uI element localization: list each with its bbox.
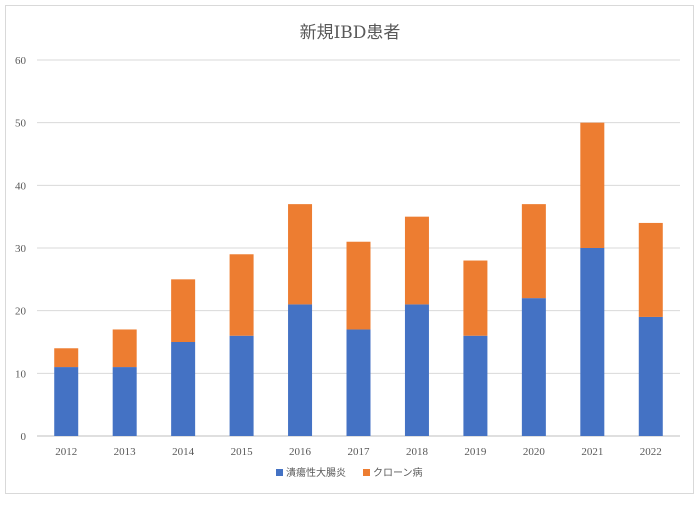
x-tick-label: 2012 [55,446,77,458]
legend-swatch [363,469,370,476]
x-tick-label: 2016 [289,446,312,458]
bars [54,122,663,436]
bar-segment-cd [112,329,137,368]
bar-segment-uc [288,304,313,436]
legend-label: 潰瘍性大腸炎 [286,466,346,479]
y-axis-ticks: 0 10 20 30 40 50 60 [15,55,27,443]
x-tick-label: 2017 [348,446,371,458]
bar-segment-uc [54,367,79,436]
bar-segment-uc [404,304,429,436]
y-tick-label: 0 [21,431,27,443]
x-tick-label: 2015 [231,446,254,458]
bar-segment-cd [229,254,254,336]
bar-segment-cd [54,348,79,368]
bar-segment-uc [346,329,371,436]
legend-swatch [276,469,283,476]
bar-segment-cd [346,241,371,330]
x-tick-label: 2018 [406,446,429,458]
y-tick-label: 30 [15,243,27,255]
legend-label: クローン病 [373,466,423,479]
y-tick-label: 40 [15,180,27,192]
y-tick-label: 60 [15,55,27,67]
bar-segment-uc [112,367,137,436]
bar-segment-uc [580,248,605,436]
y-tick-label: 10 [15,368,27,380]
bar-segment-uc [171,342,196,436]
bar-segment-cd [288,204,313,305]
x-tick-label: 2014 [172,446,195,458]
bar-segment-cd [580,122,605,248]
bar-segment-uc [229,335,254,436]
x-tick-label: 2013 [114,446,137,458]
x-tick-label: 2020 [523,446,546,458]
x-tick-label: 2022 [640,446,662,458]
legend: 潰瘍性大腸炎 クローン病 [276,466,423,479]
bar-segment-uc [463,335,488,436]
y-tick-label: 50 [15,118,27,130]
x-tick-label: 2021 [581,446,603,458]
bar-segment-uc [521,298,546,436]
bar-segment-cd [638,222,663,317]
bar-segment-cd [521,204,546,299]
bar-segment-cd [171,279,196,342]
x-tick-label: 2019 [464,446,487,458]
y-tick-label: 20 [15,306,27,318]
x-axis-ticks: 2012 2013 2014 2015 2016 2017 2018 2019 2020 2021… [55,446,662,458]
bar-segment-cd [404,216,429,305]
bar-segment-cd [463,260,488,336]
chart-title: 新規IBD患者 [299,23,401,43]
bar-segment-uc [638,316,663,436]
